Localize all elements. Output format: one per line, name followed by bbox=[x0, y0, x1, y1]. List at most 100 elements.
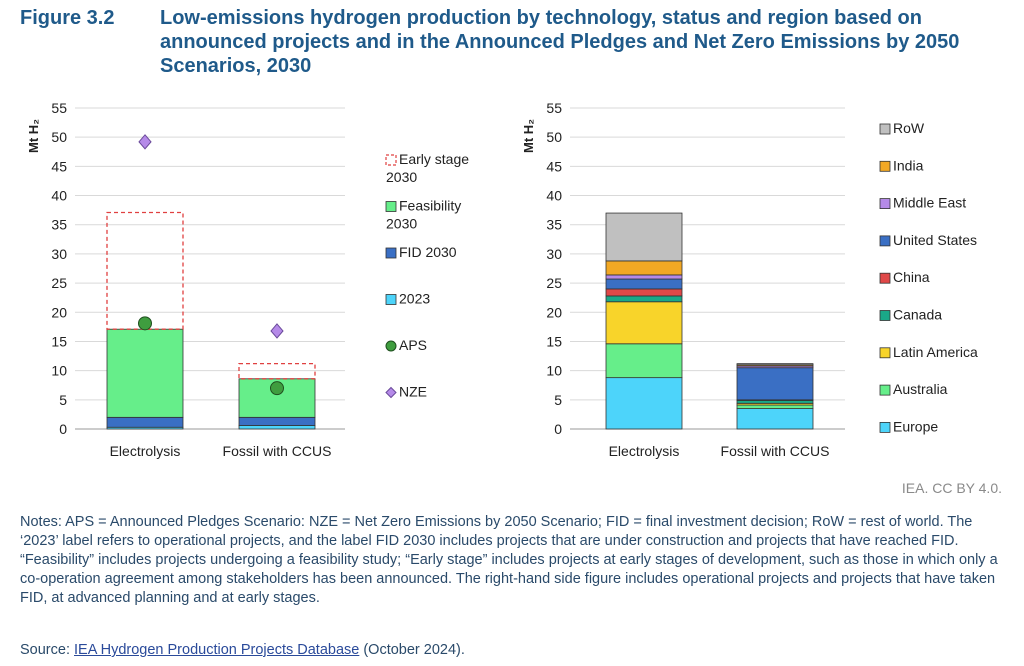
figure-title: Low-emissions hydrogen production by tec… bbox=[160, 7, 960, 77]
chart1-bar-segment bbox=[106, 328, 184, 418]
chart2-ytick-label: 20 bbox=[546, 304, 562, 320]
chart1-legend-label: Early stage 2030 bbox=[386, 151, 469, 185]
chart1-bar-segment bbox=[238, 362, 316, 380]
chart2-bar-segment bbox=[605, 278, 683, 290]
chart1-category-label: Electrolysis bbox=[110, 443, 181, 459]
chart1-bar-segment bbox=[238, 416, 316, 426]
chart2-legend-swatch bbox=[879, 160, 891, 172]
chart1-legend-label: APS bbox=[399, 337, 427, 353]
chart2-ytick-label: 0 bbox=[554, 421, 562, 437]
chart2-legend-label-line: Latin America bbox=[893, 344, 978, 360]
chart2-legend-label-line: India bbox=[893, 157, 924, 173]
chart1-ytick-label: 15 bbox=[51, 333, 67, 349]
chart2-bar-segment bbox=[605, 212, 683, 262]
chart2-bar-segment bbox=[736, 363, 814, 366]
chart2-legend-swatch bbox=[879, 421, 891, 433]
figure-label: Figure 3.2 bbox=[20, 7, 115, 29]
chart1-ytick-label: 10 bbox=[51, 363, 67, 379]
chart2-bar-segment bbox=[605, 288, 683, 297]
chart1-legend-label-line: 2030 bbox=[386, 169, 417, 185]
chart1-legend-label: FID 2030 bbox=[399, 244, 457, 260]
chart2-legend-label-line: Australia bbox=[893, 381, 948, 397]
chart2-ylabel: Mt H₂ bbox=[521, 119, 536, 153]
chart2-legend-label-line: Middle East bbox=[893, 195, 966, 211]
credit-line: IEA. CC BY 4.0. bbox=[901, 480, 1002, 496]
chart2-bar-segment bbox=[605, 295, 683, 303]
chart1-ytick-label: 50 bbox=[51, 129, 67, 145]
chart1-legend-label-line: Feasibility bbox=[399, 198, 461, 214]
chart1-ytick-label: 40 bbox=[51, 188, 67, 204]
chart2-legend-label: Europe bbox=[893, 418, 938, 434]
chart2-legend-swatch bbox=[879, 235, 891, 247]
chart2-bar-segment bbox=[736, 404, 814, 409]
chart1-bar-segment bbox=[106, 211, 184, 330]
chart1-marker-nze bbox=[138, 134, 152, 150]
chart1-ytick-label: 35 bbox=[51, 217, 67, 233]
chart2-bar-segment bbox=[605, 260, 683, 276]
chart1-ytick-label: 0 bbox=[59, 421, 67, 437]
chart1-ylabel: Mt H₂ bbox=[26, 119, 41, 153]
chart2-legend-swatch bbox=[879, 310, 891, 321]
chart1-legend-swatch bbox=[385, 201, 397, 212]
chart1-legend-label-line: FID 2030 bbox=[399, 244, 457, 260]
chart1-ytick-label: 5 bbox=[59, 392, 67, 408]
source-line: Source: IEA Hydrogen Production Projects… bbox=[20, 642, 465, 658]
chart1-legend-label-line: NZE bbox=[399, 384, 427, 400]
figure-header: Figure 3.2 Low-emissions hydrogen produc… bbox=[20, 6, 1010, 78]
source-link[interactable]: IEA Hydrogen Production Projects Databas… bbox=[74, 642, 360, 658]
chart2-legend-label: Canada bbox=[893, 307, 942, 323]
chart2-legend-swatch bbox=[879, 198, 891, 210]
chart2-legend-label-line: China bbox=[893, 269, 930, 285]
chart2-ytick-label: 30 bbox=[546, 246, 562, 262]
chart2-ytick-label: 15 bbox=[546, 333, 562, 349]
chart1-ytick-label: 25 bbox=[51, 275, 67, 291]
chart2-legend-label-line: United States bbox=[893, 232, 977, 248]
chart2-bar-segment bbox=[736, 400, 814, 404]
chart2-legend-label: Australia bbox=[893, 381, 948, 397]
chart1-legend-swatch bbox=[385, 154, 397, 166]
chart1-legend-label: Feasibility 2030 bbox=[386, 198, 461, 232]
chart1-legend-swatch bbox=[385, 247, 397, 259]
chart2-ytick-label: 40 bbox=[546, 188, 562, 204]
chart1-legend-label: NZE bbox=[399, 384, 427, 400]
chart2-category-label: Electrolysis bbox=[609, 443, 680, 459]
chart2-bar-segment bbox=[736, 367, 814, 401]
chart1-legend-swatch bbox=[385, 386, 397, 399]
chart1-marker-aps bbox=[138, 316, 152, 331]
chart1-marker-nze bbox=[270, 323, 284, 339]
chart1-legend-label-line: 2023 bbox=[399, 291, 430, 307]
chart2-legend-label: Middle East bbox=[893, 195, 966, 211]
chart2-ytick-label: 50 bbox=[546, 129, 562, 145]
source-prefix: Source: bbox=[20, 642, 74, 658]
chart2-legend-label-line: RoW bbox=[893, 120, 925, 136]
chart2-ytick-label: 55 bbox=[546, 100, 562, 116]
chart2-legend-label-line: Europe bbox=[893, 418, 938, 434]
chart1-legend-label: 2023 bbox=[399, 291, 430, 307]
chart2-bar-segment bbox=[605, 377, 683, 430]
chart2-legend-label: China bbox=[893, 269, 930, 285]
chart2-ytick-label: 25 bbox=[546, 275, 562, 291]
chart1-ytick-label: 20 bbox=[51, 304, 67, 320]
chart2-ytick-label: 5 bbox=[554, 392, 562, 408]
chart1-legend-label-line: APS bbox=[399, 337, 427, 353]
chart2-ytick-label: 10 bbox=[546, 363, 562, 379]
chart1-legend-swatch bbox=[385, 340, 397, 352]
chart2-ytick-label: 45 bbox=[546, 158, 562, 174]
chart2-category-label: Fossil with CCUS bbox=[721, 443, 830, 459]
chart1-legend-swatch bbox=[385, 294, 397, 305]
chart1-ytick-label: 55 bbox=[51, 100, 67, 116]
chart2-bar-segment bbox=[736, 408, 814, 430]
source-suffix: (October 2024). bbox=[359, 642, 465, 658]
chart1-marker-aps bbox=[270, 381, 284, 396]
chart1-bar-segment bbox=[238, 425, 316, 430]
chart1-category-label: Fossil with CCUS bbox=[223, 443, 332, 459]
chart2-legend-label-line: Canada bbox=[893, 307, 942, 323]
chart2-legend-label: United States bbox=[893, 232, 977, 248]
chart2-bar-segment bbox=[605, 301, 683, 345]
chart2-bar-segment bbox=[605, 274, 683, 280]
chart2-legend-swatch bbox=[879, 123, 891, 135]
chart2-legend-swatch bbox=[879, 347, 891, 359]
chart2-legend-label: Latin America bbox=[893, 344, 978, 360]
chart2-legend-swatch bbox=[879, 272, 891, 284]
chart1-legend-label-line: Early stage bbox=[399, 151, 469, 167]
